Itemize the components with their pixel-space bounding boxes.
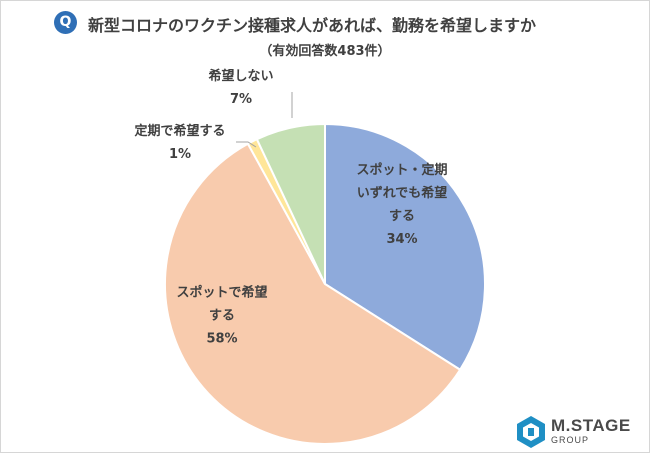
pie-slices — [164, 122, 486, 445]
mstage-hexagon-icon — [517, 416, 545, 448]
leader-lines — [236, 92, 293, 148]
chart-title: 新型コロナのワクチン接種求人があれば、勤務を希望しますか — [88, 16, 537, 35]
slice-category-label: いずれでも希望 — [357, 185, 448, 201]
leader-line — [236, 141, 257, 148]
slice-labels: スポット・定期いずれでも希望する34%スポットで希望する58%定期で希望する1%… — [133, 68, 447, 347]
mstage-logo: M.STAGE GROUP — [515, 415, 645, 449]
slice-percent-label: 1% — [169, 147, 191, 162]
slice-category-label: する — [209, 309, 235, 324]
slice-percent-label: 7% — [230, 92, 252, 107]
slice-category-label: する — [389, 209, 415, 224]
pie-slice — [164, 142, 462, 445]
slice-percent-label: 34% — [386, 232, 417, 247]
chart-subtitle: （有効回答数483件） — [259, 44, 391, 59]
pie-slice — [255, 122, 326, 285]
slice-category-label: スポットで希望 — [176, 285, 267, 301]
slice-category-label: 希望しない — [208, 68, 273, 84]
slice-category-label: 定期で希望する — [133, 123, 225, 139]
logo-sub: GROUP — [551, 435, 590, 445]
slice-percent-label: 58% — [206, 332, 237, 347]
logo-name: M.STAGE — [551, 416, 631, 435]
question-badge: Q — [54, 11, 77, 34]
slice-category-label: スポット・定期 — [356, 162, 447, 178]
